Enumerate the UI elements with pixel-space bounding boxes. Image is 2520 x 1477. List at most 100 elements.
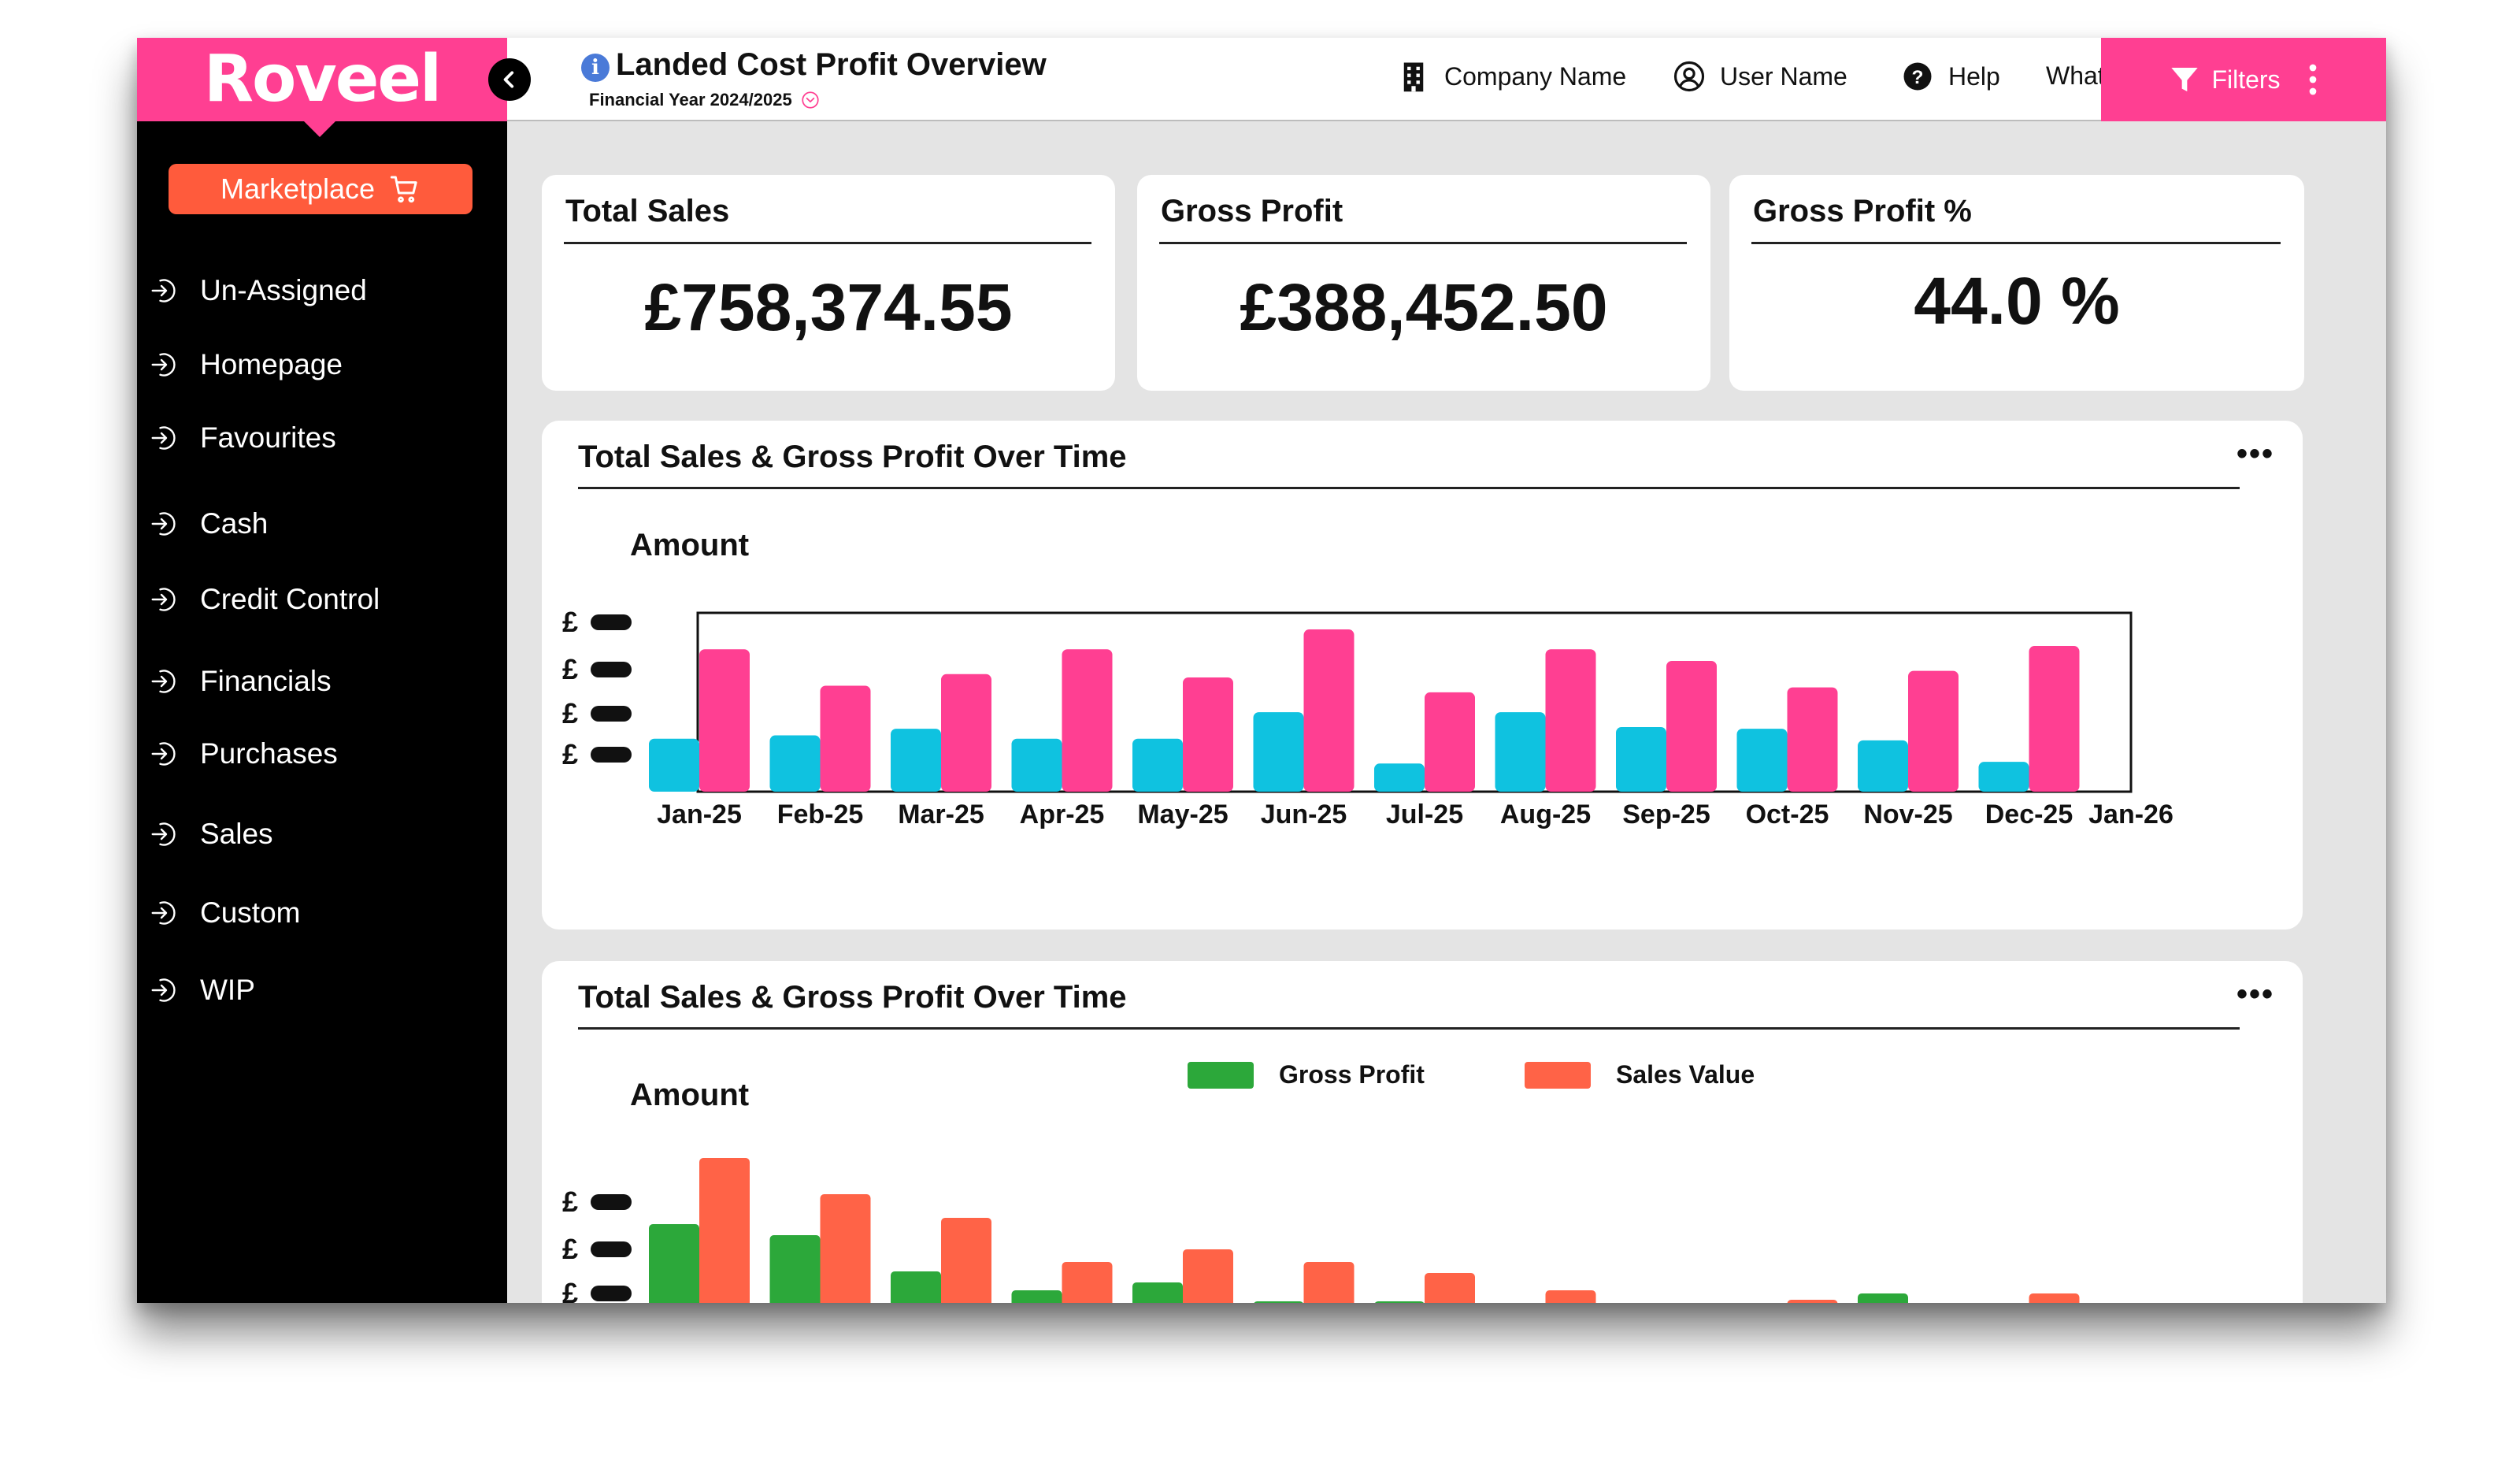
x-tick-label: Apr-25 [1020, 800, 1105, 829]
arrow-right-circle-icon [151, 901, 176, 925]
sidebar-item-label: Homepage [200, 348, 343, 380]
filters-button[interactable]: Filters [2101, 38, 2386, 121]
kebab-menu-icon[interactable] [2307, 64, 2318, 95]
y-tick-label: £ [562, 606, 578, 638]
bar-series-1 [1978, 762, 2029, 792]
x-tick-label: Oct-25 [1746, 800, 1829, 829]
bar-series-sales-value [1545, 1290, 1596, 1303]
x-tick-label: Jan-26 [2088, 800, 2174, 829]
bar-chart-2: ££££ [562, 1158, 2080, 1303]
legend-item-gross-profit[interactable]: Gross Profit [1188, 1060, 1425, 1089]
arrow-right-circle-icon [151, 512, 176, 536]
company-selector[interactable]: Company Name [1397, 60, 1626, 93]
sidebar-item-cash[interactable]: Cash [150, 507, 268, 540]
sidebar-item-un-assigned[interactable]: Un-Assigned [150, 274, 367, 307]
kpi-card-gross-profit[interactable]: Gross Profit £388,452.50 [1137, 175, 1710, 391]
header: i Landed Cost Profit Overview Financial … [488, 38, 2386, 121]
bar-series-gross-profit [891, 1271, 941, 1303]
logo[interactable]: Roveel [203, 42, 442, 117]
chart-card-1: Total Sales & Gross Profit Over Time •••… [542, 421, 2303, 930]
y-axis-title: Amount [630, 528, 750, 562]
chart-title: Total Sales & Gross Profit Over Time [578, 980, 1127, 1015]
kpi-divider [564, 242, 1091, 244]
legend-label: Gross Profit [1279, 1060, 1425, 1089]
kpi-title: Gross Profit [1161, 194, 1343, 228]
bar-series-1 [1736, 729, 1788, 792]
info-icon[interactable]: i [581, 54, 610, 82]
y-axis-title: Amount [630, 1078, 750, 1112]
bar-series-2 [941, 674, 991, 792]
bar-series-sales-value [2029, 1293, 2080, 1303]
arrow-right-circle-icon [151, 742, 176, 766]
sidebar-item-purchases[interactable]: Purchases [150, 737, 338, 770]
bar-series-2 [1425, 692, 1475, 792]
y-tick-value-redacted [591, 1194, 632, 1210]
bar-series-1 [1374, 763, 1425, 792]
sidebar-item-financials[interactable]: Financials [150, 665, 332, 698]
bar-series-gross-profit [1011, 1290, 1062, 1303]
bar-series-1 [1495, 712, 1546, 792]
chart-title: Total Sales & Gross Profit Over Time [578, 440, 1127, 474]
bar-series-gross-profit [1858, 1293, 1908, 1303]
sidebar-item-sales[interactable]: Sales [150, 818, 273, 851]
financial-year[interactable]: Financial Year 2024/2025 [589, 90, 821, 110]
kpi-card-total-sales[interactable]: Total Sales £758,374.55 [542, 175, 1115, 391]
chevron-down-circle-icon[interactable] [800, 90, 821, 110]
bar-series-sales-value [1062, 1262, 1113, 1303]
bar-series-sales-value [699, 1158, 750, 1303]
bar-series-1 [891, 729, 941, 792]
bar-series-2 [1183, 677, 1233, 792]
bar-series-gross-profit [649, 1224, 699, 1303]
kpi-title: Gross Profit % [1753, 194, 1972, 228]
bar-series-sales-value [820, 1194, 871, 1303]
user-icon [1673, 61, 1705, 92]
y-tick-label: £ [562, 1277, 578, 1303]
bar-series-1 [769, 735, 821, 792]
cart-icon [390, 176, 417, 203]
sidebar-item-label: Cash [200, 507, 269, 540]
app-window: Roveel Marketplace Un-Assigned Homepage Fa… [137, 38, 2386, 1303]
sidebar-item-label: Credit Control [200, 583, 380, 615]
bar-series-gross-profit [1132, 1282, 1183, 1303]
bar-chart-1: Jan-25 Feb-25 Mar-25 Apr-25 May-25 Jun-25 Jul-… [562, 606, 2174, 829]
bar-series-sales-value [941, 1218, 991, 1303]
sidebar-item-wip[interactable]: WIP [150, 974, 255, 1007]
legend-label: Sales Value [1616, 1060, 1755, 1089]
bar-series-gross-profit [1375, 1301, 1424, 1303]
financial-year-label: Financial Year 2024/2025 [589, 90, 792, 109]
kpi-card-gross-profit-pct[interactable]: Gross Profit % 44.0 % [1729, 175, 2304, 391]
sidebar-item-label: Un-Assigned [200, 274, 367, 306]
collapse-sidebar-button[interactable] [488, 58, 531, 101]
bar-series-gross-profit [1254, 1301, 1303, 1303]
kpi-divider [1751, 242, 2281, 244]
marketplace-label: Marketplace [220, 173, 376, 205]
more-options-icon[interactable]: ••• [2236, 977, 2274, 1011]
sidebar-item-label: Purchases [200, 737, 338, 770]
bar-series-1 [1132, 738, 1183, 792]
bar-series-sales-value [1303, 1262, 1354, 1303]
bar-series-gross-profit [769, 1235, 821, 1303]
sidebar-item-favourites[interactable]: Favourites [150, 421, 336, 455]
y-tick-label: £ [562, 697, 578, 729]
sidebar-item-credit-control[interactable]: Credit Control [150, 583, 380, 616]
x-tick-label: Aug-25 [1500, 800, 1591, 829]
user-menu[interactable]: User Name [1673, 60, 1847, 93]
sidebar-item-custom[interactable]: Custom [150, 896, 300, 930]
legend-item-sales-value[interactable]: Sales Value [1525, 1060, 1755, 1089]
arrow-right-circle-icon [151, 670, 176, 693]
bar-series-sales-value [1183, 1249, 1233, 1303]
help-link[interactable]: ? Help [1901, 60, 2000, 93]
bar-series-sales-value [1425, 1273, 1475, 1303]
bar-series-2 [1303, 629, 1354, 792]
bar-series-2 [1666, 660, 1717, 792]
arrow-right-circle-icon [151, 588, 176, 611]
bar-series-1 [1253, 712, 1304, 792]
legend-swatch [1525, 1061, 1591, 1089]
more-options-icon[interactable]: ••• [2236, 436, 2274, 471]
x-tick-label: Jan-25 [657, 800, 742, 829]
marketplace-button[interactable]: Marketplace [169, 164, 472, 214]
y-tick-label: £ [562, 653, 578, 685]
y-tick-value-redacted [591, 1286, 632, 1301]
y-tick-value-redacted [591, 706, 632, 722]
sidebar-item-homepage[interactable]: Homepage [150, 348, 343, 381]
